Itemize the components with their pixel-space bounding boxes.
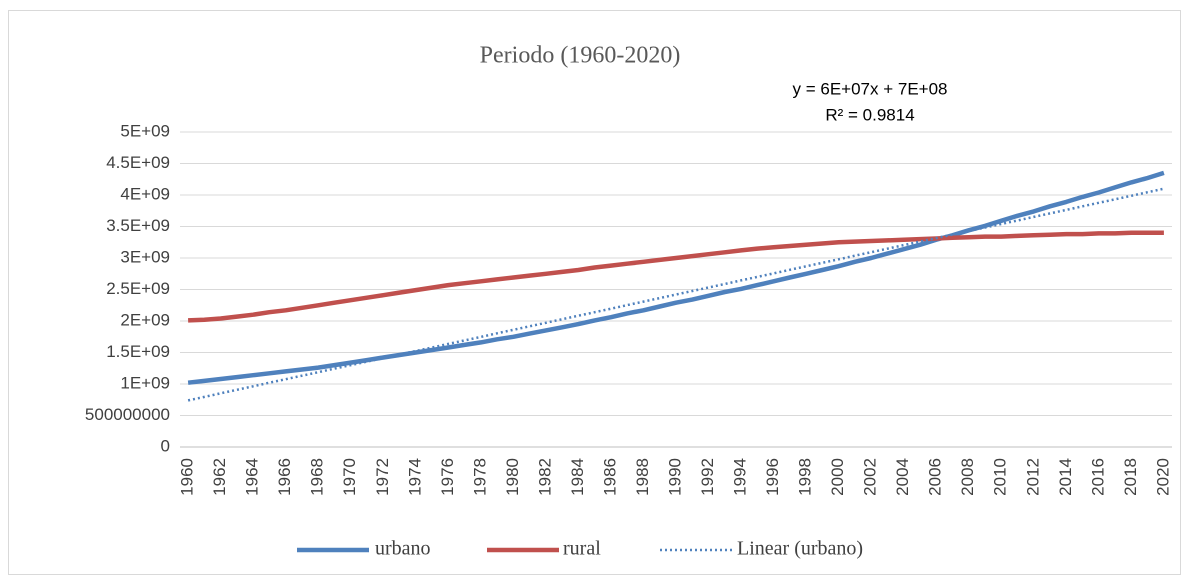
y-tick-label: 2.5E+09 [106,279,170,298]
x-tick-label: 1984 [568,458,587,496]
x-tick-label: 2014 [1056,458,1075,496]
x-tick-label: 1988 [633,458,652,496]
x-tick-label: 2008 [958,458,977,496]
y-tick-label: 5E+09 [120,121,170,140]
x-tick-label: 2020 [1153,458,1172,496]
legend-label: rural [563,538,601,560]
x-tick-label: 1986 [600,458,619,496]
x-tick-label: 2002 [861,458,880,496]
x-tick-label: 2006 [926,458,945,496]
x-tick-label: 1974 [405,458,424,496]
x-tick-label: 1960 [178,458,197,496]
x-tick-label: 1998 [796,458,815,496]
x-tick-label: 1976 [438,458,457,496]
series-line [187,187,1165,402]
series-line [188,230,1164,323]
y-tick-label: 2E+09 [120,310,170,329]
y-tick-label: 4.5E+09 [106,153,170,172]
x-tick-label: 2004 [893,458,912,496]
y-tick-label: 500000000 [85,405,170,424]
x-tick-label: 1992 [698,458,717,496]
y-tick-label: 0 [161,436,170,455]
y-tick-label: 1.5E+09 [106,342,170,361]
y-tick-label: 3.5E+09 [106,216,170,235]
x-tick-label: 1964 [243,458,262,496]
x-tick-label: 1968 [308,458,327,496]
y-tick-label: 4E+09 [120,184,170,203]
x-tick-label: 2018 [1121,458,1140,496]
x-tick-label: 1978 [470,458,489,496]
x-tick-label: 1980 [503,458,522,496]
trend-equation: y = 6E+07x + 7E+08 [792,79,947,98]
y-tick-label: 3E+09 [120,247,170,266]
chart-title: Periodo (1960-2020) [480,43,681,69]
x-tick-label: 2016 [1088,458,1107,496]
series-line [187,170,1165,385]
x-tick-label: 1972 [373,458,392,496]
legend-label: Linear (urbano) [737,538,863,560]
x-tick-label: 2010 [991,458,1010,496]
x-tick-label: 1966 [275,458,294,496]
trend-r-squared: R² = 0.9814 [825,105,914,124]
x-tick-label: 1990 [665,458,684,496]
x-tick-label: 2000 [828,458,847,496]
x-tick-label: 2012 [1023,458,1042,496]
chart-border [8,10,1181,575]
y-tick-label: 1E+09 [120,373,170,392]
x-tick-label: 1996 [763,458,782,496]
x-tick-label: 1962 [210,458,229,496]
x-tick-label: 1970 [340,458,359,496]
x-tick-label: 1982 [535,458,554,496]
x-tick-label: 1994 [731,458,750,496]
legend-label: urbano [375,538,431,560]
